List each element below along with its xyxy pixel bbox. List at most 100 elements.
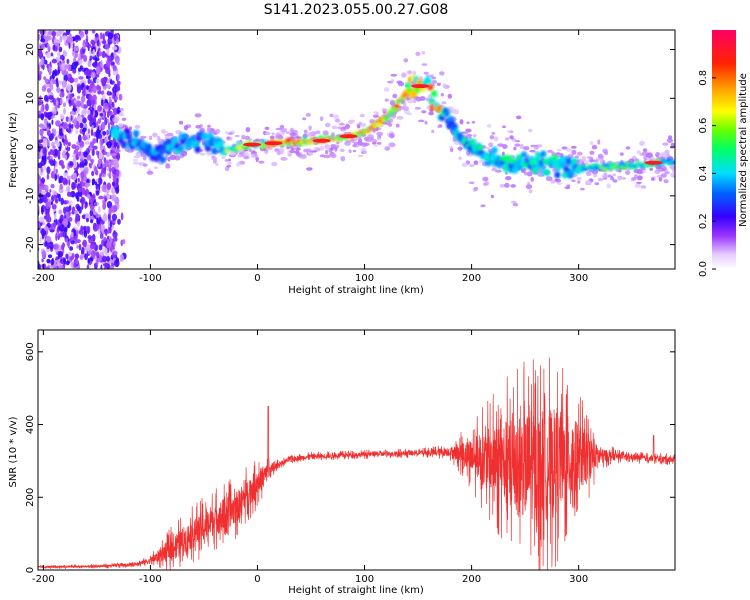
spectrogram-halo-mark bbox=[510, 200, 517, 204]
spectrogram-noise-speck bbox=[47, 254, 53, 258]
spectrogram-halo-mark bbox=[513, 146, 517, 151]
spectrogram-noise-speck bbox=[99, 137, 103, 146]
spectrogram-halo-mark bbox=[589, 159, 596, 163]
spectrogram-noise-speck bbox=[95, 190, 100, 196]
spectrogram-halo-mark bbox=[527, 128, 533, 133]
spectrogram-noise-speck bbox=[45, 266, 50, 269]
spectrogram-halo-mark bbox=[133, 162, 140, 165]
spectrogram-noise-speck bbox=[115, 91, 120, 96]
spectrogram-halo-mark bbox=[441, 101, 447, 105]
spectrogram-halo-mark bbox=[640, 185, 647, 189]
spectrogram-halo-mark bbox=[289, 149, 296, 154]
spectrogram-noise-speck bbox=[54, 140, 58, 145]
spectrogram-noise-speck bbox=[116, 106, 121, 115]
spectrogram-halo-mark bbox=[449, 109, 457, 114]
spectrogram-halo-mark bbox=[634, 158, 640, 162]
spectrogram-noise-speck bbox=[68, 200, 73, 205]
spectrogram-noise-speck bbox=[51, 204, 57, 210]
spectrogram-halo-mark bbox=[183, 125, 189, 131]
spectrogram-halo-mark bbox=[117, 123, 124, 128]
spectrogram-noise-speck bbox=[63, 102, 66, 108]
spectrogram-noise-speck bbox=[86, 218, 89, 223]
spectrogram-halo-mark bbox=[336, 141, 340, 145]
spectrogram-noise-speck bbox=[57, 103, 60, 109]
spectrogram-halo-mark bbox=[421, 63, 428, 66]
spectrogram-halo-mark bbox=[126, 149, 134, 153]
spectrogram-noise-speck bbox=[46, 88, 52, 93]
spectrogram-noise-speck bbox=[95, 78, 100, 84]
spectrogram-halo-mark bbox=[357, 140, 363, 146]
spectrogram-halo-mark bbox=[289, 127, 294, 133]
spectrogram-noise-speck bbox=[95, 57, 100, 61]
spectrogram-noise-speck bbox=[77, 114, 81, 119]
spectrogram-halo-mark bbox=[620, 177, 627, 180]
spectrogram-noise-speck bbox=[40, 131, 44, 140]
spectrogram-noise-speck bbox=[107, 32, 114, 39]
spectrogram-noise-speck bbox=[90, 219, 94, 224]
spectrogram-noise-speck bbox=[42, 165, 47, 171]
spectrogram-noise-speck bbox=[90, 71, 96, 79]
spectrogram-halo-mark bbox=[473, 160, 479, 165]
spectrogram-noise-speck bbox=[49, 189, 52, 193]
spectrogram-halo-mark bbox=[308, 125, 312, 131]
spectrogram-noise-speck bbox=[114, 55, 120, 64]
spectrogram-noise-speck bbox=[44, 78, 49, 84]
spectrogram-noise-speck bbox=[72, 107, 78, 112]
spectrogram-halo-mark bbox=[577, 151, 583, 156]
snr-series-line bbox=[38, 357, 675, 570]
spectrogram-noise-speck bbox=[49, 149, 56, 156]
spectrogram-ridge-mark bbox=[427, 83, 434, 91]
spectrogram-halo-mark bbox=[606, 183, 611, 189]
spectrogram-ridge-mark bbox=[194, 146, 201, 154]
spectrogram-noise-speck bbox=[100, 224, 106, 231]
spectrogram-halo-mark bbox=[210, 128, 215, 132]
y-tick-label: 200 bbox=[25, 488, 36, 507]
spectrogram-noise-speck bbox=[88, 94, 93, 101]
spectrogram-noise-speck bbox=[78, 53, 82, 59]
spectrogram-noise-speck bbox=[38, 178, 41, 186]
spectrogram-noise-speck bbox=[86, 69, 92, 77]
spectrogram-halo-mark bbox=[615, 168, 620, 172]
spectrogram-noise-speck bbox=[101, 184, 107, 193]
spectrogram-halo-mark bbox=[639, 152, 643, 157]
spectrogram-halo-mark bbox=[649, 167, 654, 171]
spectrogram-noise-speck bbox=[40, 166, 43, 173]
colorbar: 0.0 0.2 0.4 0.6 0.8 Normalized spectral ampl… bbox=[698, 30, 749, 277]
spectrogram-halo-mark bbox=[315, 130, 321, 135]
spectrogram-halo-mark bbox=[207, 124, 211, 128]
spectrogram-halo-mark bbox=[389, 133, 395, 139]
spectrogram-noise-speck bbox=[52, 78, 55, 85]
spectrogram-noise-speck bbox=[87, 194, 91, 199]
spectrogram-halo-mark bbox=[229, 151, 236, 156]
spectrogram-noise-speck bbox=[64, 64, 69, 69]
spectrogram-halo-mark bbox=[653, 170, 661, 174]
spectrogram-noise-speck bbox=[78, 187, 82, 193]
spectrogram-halo-mark bbox=[363, 142, 370, 146]
spectrogram-noise-speck bbox=[113, 107, 118, 115]
spectrogram-noise-speck bbox=[58, 209, 63, 215]
spectrogram-halo-mark bbox=[206, 127, 210, 133]
spectrogram-noise-speck bbox=[97, 105, 102, 112]
spectrogram-noise-speck bbox=[45, 235, 52, 243]
spectrogram-halo-mark bbox=[576, 176, 582, 181]
colorbar-tick-label: 0.6 bbox=[698, 118, 709, 134]
spectrogram-halo-mark bbox=[619, 152, 624, 156]
spectrogram-noise-speck bbox=[44, 242, 48, 247]
spectrogram-noise-speck bbox=[68, 77, 74, 82]
spectrogram-halo-mark bbox=[504, 182, 510, 188]
spectrogram-halo-mark bbox=[226, 136, 231, 140]
spectrogram-noise-speck bbox=[41, 258, 44, 263]
spectrogram-noise-speck bbox=[63, 172, 69, 178]
spectrogram-halo-mark bbox=[118, 111, 124, 117]
spectrogram-noise-speck bbox=[50, 52, 54, 57]
spectrogram-halo-mark bbox=[502, 125, 506, 129]
spectrogram-noise-speck bbox=[112, 175, 117, 183]
spectrogram-noise-speck bbox=[122, 239, 126, 245]
x-tick-label: -100 bbox=[139, 574, 162, 585]
spectrogram-noise-speck bbox=[49, 241, 54, 250]
spectrogram-peak-mark bbox=[264, 141, 283, 146]
spectrogram-halo-mark bbox=[480, 204, 486, 208]
spectrogram-halo-mark bbox=[599, 159, 604, 164]
spectrogram-noise-speck bbox=[109, 167, 112, 173]
spectrogram-halo-mark bbox=[489, 135, 495, 140]
